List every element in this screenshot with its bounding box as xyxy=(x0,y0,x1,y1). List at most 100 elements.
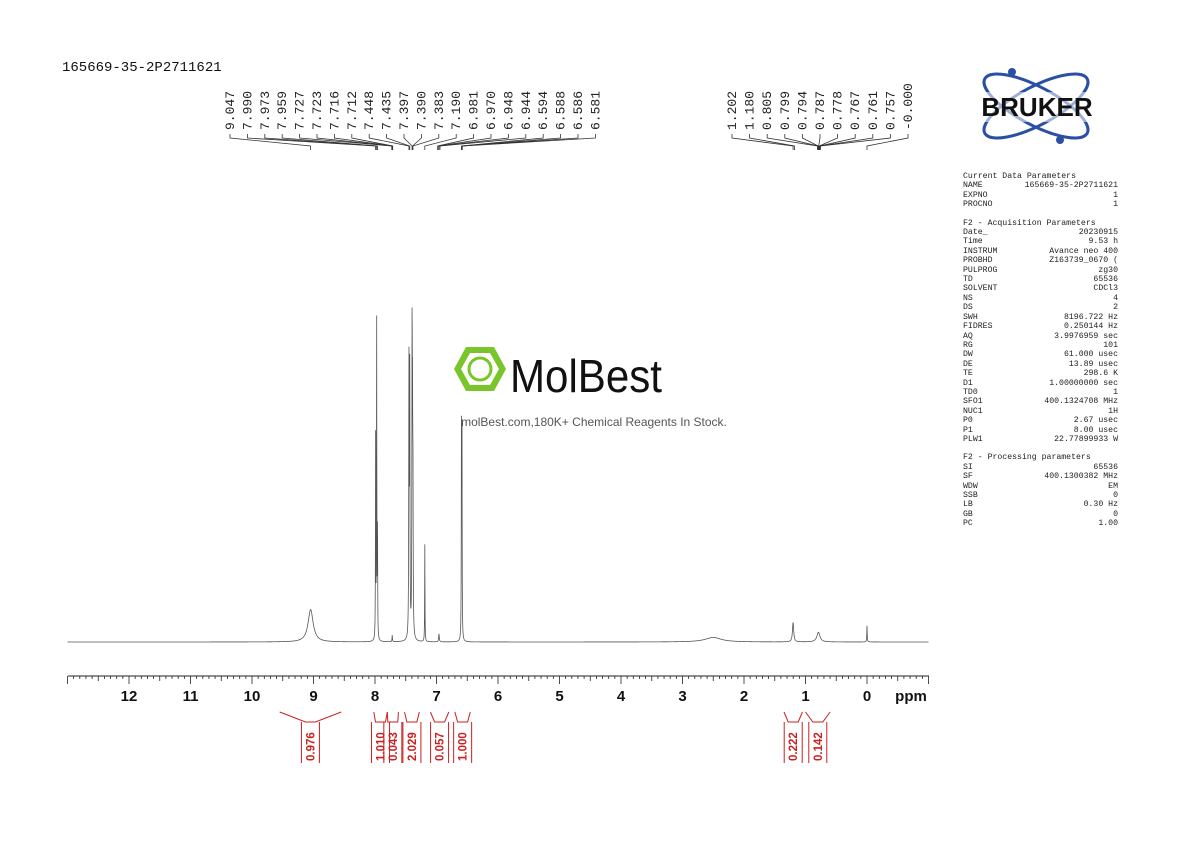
param-key: NS xyxy=(963,293,973,303)
peak-label: 0.761 xyxy=(866,91,881,130)
param-value: 1 xyxy=(1113,200,1118,210)
peak-label: 0.805 xyxy=(760,91,775,130)
peak-label-leader xyxy=(229,134,312,150)
param-key: Date_ xyxy=(963,228,988,238)
param-value: 1H xyxy=(1108,406,1118,416)
molbest-brand: MolBest xyxy=(510,350,662,402)
param-key: RG xyxy=(963,340,973,350)
integral-bracket xyxy=(404,711,420,723)
peak-label: 6.594 xyxy=(536,91,551,130)
peak-label: 6.981 xyxy=(467,91,482,130)
param-key: TD xyxy=(963,275,973,285)
param-row: D1 1.00000000 sec xyxy=(963,379,1118,388)
integral-bracket xyxy=(386,711,399,723)
integral-2: 0.043 xyxy=(383,711,403,763)
param-value: 400.1324708 MHz xyxy=(1044,397,1118,407)
params-processing: F2 - Processing parameters SI 65536 SF 400.1… xyxy=(963,453,1118,528)
param-key: PC xyxy=(963,519,973,529)
integral-7: 0.142 xyxy=(805,711,831,763)
param-key: LB xyxy=(963,500,973,510)
integral-1: 1.010 xyxy=(371,711,391,763)
param-value: 0.250144 Hz xyxy=(1063,322,1118,332)
peak-label: 6.586 xyxy=(571,91,586,130)
param-row: NS 4 xyxy=(963,294,1118,303)
peak-label: 0.794 xyxy=(795,91,810,130)
param-row: TD0 1 xyxy=(963,388,1118,397)
peak-label: 1.202 xyxy=(725,91,740,130)
peak-label-leader xyxy=(264,134,378,150)
peak-label-leader xyxy=(437,134,492,150)
param-key: PULPROG xyxy=(963,265,998,275)
param-row: LB 0.30 Hz xyxy=(963,500,1118,509)
param-key: TE xyxy=(963,369,973,379)
param-row: NAME 165669-35-2P2711621 xyxy=(963,181,1118,190)
param-value: 101 xyxy=(1103,340,1118,350)
param-row: Date_ 20230915 xyxy=(963,228,1118,237)
peak-label: 7.723 xyxy=(310,91,325,130)
peak-label: 6.970 xyxy=(484,91,499,130)
peak-label-leader xyxy=(247,134,377,150)
parameter-panel: Current Data Parameters NAME 165669-35-2P2… xyxy=(963,172,1118,538)
param-key: EXPNO xyxy=(963,190,988,200)
tick-label: 7 xyxy=(432,688,440,705)
molbest-tagline: molBest.com,180K+ Chemical Reagents In S… xyxy=(461,415,727,429)
peak-label: 9.047 xyxy=(223,91,238,130)
param-key: TD0 xyxy=(963,387,978,397)
param-key: SF xyxy=(963,472,973,482)
peak-label: 7.716 xyxy=(327,91,342,130)
param-row: P0 2.67 usec xyxy=(963,416,1118,425)
peak-label-leader xyxy=(316,134,393,150)
peak-label: 0.799 xyxy=(778,91,793,130)
param-row: DE 13.89 usec xyxy=(963,360,1118,369)
param-row: SI 65536 xyxy=(963,463,1118,472)
spectrum-line xyxy=(67,307,929,643)
peak-label-leader xyxy=(412,134,422,150)
tick-label: 10 xyxy=(244,688,261,705)
param-row: AQ 3.9976959 sec xyxy=(963,332,1118,341)
integral-4: 0.057 xyxy=(429,711,450,763)
peak-label: 7.383 xyxy=(432,91,447,130)
param-key: P0 xyxy=(963,416,973,426)
param-value: EM xyxy=(1108,481,1118,491)
param-value: 8.00 usec xyxy=(1073,425,1118,435)
param-key: WDW xyxy=(963,481,978,491)
param-row: PULPROG zg30 xyxy=(963,266,1118,275)
param-value: 0 xyxy=(1113,509,1118,519)
param-row: SFO1 400.1324708 MHz xyxy=(963,397,1118,406)
integral-value: 2.029 xyxy=(407,732,419,761)
peak-label-leader xyxy=(802,134,819,150)
param-value: 65536 xyxy=(1093,462,1118,472)
peak-label-leader xyxy=(784,134,819,150)
param-value: 3.9976959 sec xyxy=(1054,331,1118,341)
peak-label-leader xyxy=(820,134,891,150)
param-key: SFO1 xyxy=(963,397,983,407)
param-key: P1 xyxy=(963,425,973,435)
integral-value: 0.976 xyxy=(305,732,317,761)
tick-label: 3 xyxy=(678,688,686,705)
param-value: 20230915 xyxy=(1078,228,1118,238)
integral-bracket xyxy=(279,711,342,723)
param-value: CDCl3 xyxy=(1093,284,1118,294)
peak-label-leader xyxy=(403,134,413,150)
peak-label: 6.588 xyxy=(554,91,569,130)
peak-label: 7.973 xyxy=(258,91,273,130)
peak-label: 7.959 xyxy=(275,91,290,130)
peak-label: 6.948 xyxy=(501,91,516,130)
param-value: 4 xyxy=(1113,293,1118,303)
tick-label: 1 xyxy=(801,688,809,705)
param-row: SSB 0 xyxy=(963,491,1118,500)
param-row: FIDRES 0.250144 Hz xyxy=(963,322,1118,331)
param-key: PROCNO xyxy=(963,200,993,210)
peak-label-leader xyxy=(818,134,838,150)
param-row: SWH 8196.722 Hz xyxy=(963,313,1118,322)
x-axis-label: ppm xyxy=(895,688,927,705)
param-value: 61.000 usec xyxy=(1063,350,1118,360)
param-row: WDW EM xyxy=(963,482,1118,491)
tick-label: 4 xyxy=(617,688,626,705)
param-value: 298.6 K xyxy=(1083,369,1118,379)
param-value: 22.77899933 W xyxy=(1054,434,1118,444)
param-row: DW 61.000 usec xyxy=(963,350,1118,359)
tick-label: 5 xyxy=(555,688,563,705)
param-row: PLW1 22.77899933 W xyxy=(963,435,1118,444)
param-key: Time xyxy=(963,237,983,247)
